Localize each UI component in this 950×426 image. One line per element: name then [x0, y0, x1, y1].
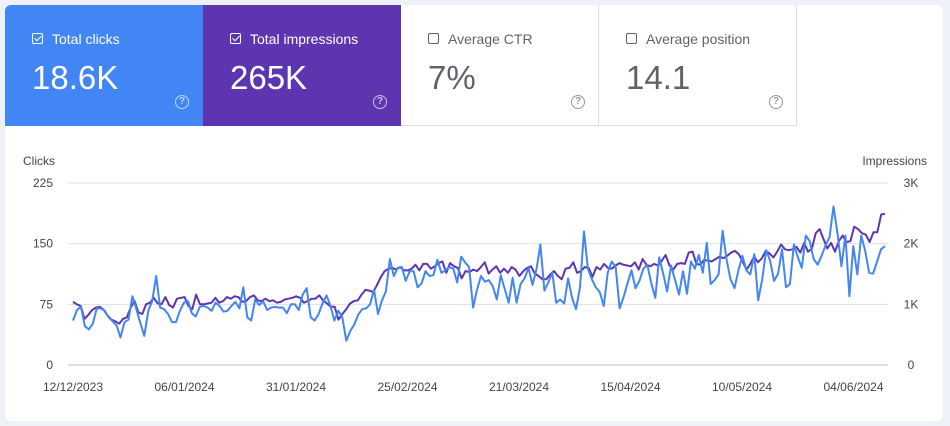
average-position-value: 14.1 [626, 59, 691, 96]
help-circle-icon[interactable]: ? [769, 95, 783, 109]
performance-panel: Total clicks 18.6K ? Total impressions 2… [5, 5, 943, 421]
impressions-series-line [72, 212, 886, 325]
y-tick-label: 150 [33, 237, 53, 251]
total-impressions-card[interactable]: Total impressions 265K ? [203, 5, 401, 126]
y-axis-title-left: Clicks [23, 154, 55, 168]
x-tick-label: 25/02/2024 [377, 380, 437, 394]
x-axis-ticks: 12/12/2023 06/01/2024 31/01/2024 25/02/2024… [43, 380, 884, 394]
average-ctr-value: 7% [428, 59, 476, 96]
clicks-series-line [72, 205, 886, 342]
help-circle-icon[interactable]: ? [175, 95, 189, 109]
help-circle-icon[interactable]: ? [571, 95, 585, 109]
average-position-checkbox[interactable] [626, 33, 637, 44]
total-impressions-label: Total impressions [250, 31, 359, 47]
average-position-label: Average position [646, 31, 751, 47]
total-impressions-value: 265K [230, 59, 308, 96]
y-axis-title-right: Impressions [862, 154, 927, 168]
y-tick-label: 225 [33, 176, 53, 190]
average-position-card[interactable]: Average position 14.1 ? [599, 5, 797, 126]
metric-cards: Total clicks 18.6K ? Total impressions 2… [5, 5, 797, 126]
y-tick-label: 75 [40, 297, 54, 311]
x-tick-label: 12/12/2023 [43, 380, 103, 394]
average-ctr-card[interactable]: Average CTR 7% ? [401, 5, 599, 126]
total-clicks-label: Total clicks [52, 31, 120, 47]
grid-lines [68, 182, 888, 366]
y-axis-ticks-left: 0 75 150 225 [33, 176, 53, 372]
x-tick-label: 15/04/2024 [600, 380, 660, 394]
x-tick-label: 31/01/2024 [266, 380, 326, 394]
y2-tick-label: 3K [904, 176, 919, 190]
x-tick-label: 21/03/2024 [489, 380, 549, 394]
average-ctr-label: Average CTR [448, 31, 533, 47]
y2-tick-label: 0 [908, 358, 915, 372]
total-clicks-checkbox[interactable] [32, 33, 43, 44]
y2-tick-label: 1K [904, 297, 919, 311]
x-tick-label: 06/01/2024 [154, 380, 214, 394]
y2-tick-label: 2K [904, 237, 919, 251]
total-clicks-card[interactable]: Total clicks 18.6K ? [5, 5, 203, 126]
y-tick-label: 0 [46, 358, 53, 372]
help-circle-icon[interactable]: ? [373, 95, 387, 109]
total-impressions-checkbox[interactable] [230, 33, 241, 44]
performance-chart: Clicks Impressions 0 75 150 225 0 1K 2K 3K 12/… [23, 154, 927, 394]
series-lines [72, 205, 886, 342]
y-axis-ticks-right: 0 1K 2K 3K [904, 176, 919, 372]
x-tick-label: 04/06/2024 [823, 380, 883, 394]
average-ctr-checkbox[interactable] [428, 33, 439, 44]
x-tick-label: 10/05/2024 [712, 380, 772, 394]
total-clicks-value: 18.6K [32, 59, 119, 96]
